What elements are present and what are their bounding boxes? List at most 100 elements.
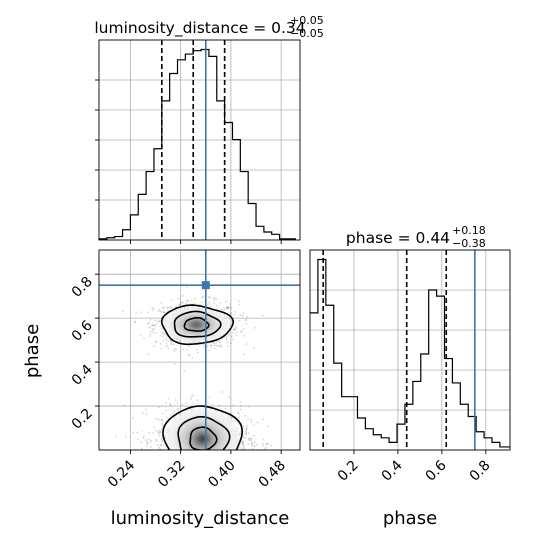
- scatter-point: [155, 341, 158, 343]
- scatter-point: [155, 429, 158, 432]
- scatter-point: [227, 306, 230, 309]
- scatter-point: [233, 328, 236, 331]
- scatter-point: [190, 299, 193, 302]
- scatter-ytick-label-1: 0.4: [69, 362, 96, 389]
- scatter-point: [134, 321, 137, 323]
- scatter-point: [247, 418, 250, 421]
- scatter-point: [152, 307, 155, 310]
- scatter-point: [165, 342, 168, 345]
- scatter-point: [238, 319, 241, 322]
- scatter-point: [254, 327, 256, 329]
- scatter-point: [151, 306, 154, 309]
- scatter-point: [181, 301, 183, 304]
- scatter-point: [262, 438, 265, 441]
- scatter-point: [232, 314, 235, 316]
- scatter-point: [155, 438, 157, 441]
- scatter-point: [169, 306, 172, 309]
- scatter-point: [238, 300, 241, 303]
- scatter-point: [137, 438, 140, 441]
- scatter-point: [169, 402, 172, 405]
- scatter-point: [212, 297, 215, 299]
- scatter-point: [242, 328, 245, 331]
- scatter-point: [214, 343, 217, 345]
- scatter-point: [175, 348, 178, 350]
- scatter-point: [235, 326, 238, 329]
- scatter-point: [242, 435, 245, 438]
- hist1-quantile-lines: [161, 40, 226, 240]
- scatter-point: [234, 328, 237, 331]
- scatter-point: [179, 303, 181, 306]
- scatter-point: [159, 310, 162, 313]
- scatter-point: [166, 344, 169, 347]
- hist2-xtick-label-1: 0.4: [379, 457, 406, 484]
- scatter-point: [209, 344, 212, 347]
- scatter-point: [159, 448, 162, 450]
- scatter-point: [181, 301, 184, 304]
- scatter-point: [155, 440, 158, 443]
- scatter-point: [216, 304, 218, 307]
- scatter-point: [158, 320, 161, 323]
- scatter-point: [174, 399, 177, 401]
- scatter-point: [267, 425, 269, 427]
- scatter-point: [159, 325, 162, 328]
- scatter-point: [225, 338, 228, 341]
- scatter-point: [123, 404, 126, 406]
- scatter-point: [227, 334, 230, 337]
- scatter-point: [245, 424, 248, 427]
- scatter-point: [255, 443, 258, 446]
- scatter-point: [157, 406, 160, 409]
- hist2-xtick-label-3: 0.8: [467, 458, 494, 485]
- scatter-point: [208, 296, 210, 299]
- scatter-truth-marker: [201, 281, 210, 290]
- scatter-point: [176, 408, 179, 410]
- scatter-point: [201, 296, 204, 299]
- hist2-title-main: phase = 0.44: [346, 229, 450, 247]
- scatter-point: [152, 329, 154, 332]
- scatter-point: [234, 327, 237, 330]
- scatter-point: [159, 342, 162, 345]
- scatter-point: [162, 330, 164, 333]
- scatter-point: [240, 408, 242, 411]
- scatter-point: [172, 412, 175, 415]
- scatter-xtick-label-1: 0.32: [155, 458, 188, 491]
- scatter-xtick-label-0: 0.24: [105, 457, 138, 490]
- scatter-point: [227, 307, 229, 310]
- scatter-frame: [98, 249, 301, 451]
- scatter-point: [157, 431, 159, 434]
- scatter-ytick-label-3: 0.8: [69, 274, 96, 301]
- scatter-point: [249, 439, 252, 442]
- contour-1-0: [189, 426, 218, 450]
- scatter-point: [122, 310, 124, 313]
- scatter-point: [164, 445, 167, 448]
- scatter-point: [246, 426, 249, 429]
- scatter-point: [160, 439, 163, 441]
- scatter-point: [244, 414, 247, 417]
- scatter-point: [220, 309, 222, 311]
- scatter-point: [212, 342, 215, 344]
- scatter-point: [177, 297, 180, 300]
- scatter-point: [230, 342, 232, 345]
- scatter-point: [240, 330, 243, 333]
- scatter-point: [250, 442, 253, 445]
- scatter-y-tick-labels: 0.2 0.4 0.6 0.8: [69, 274, 96, 433]
- scatter-point: [218, 404, 220, 407]
- hist2-quantile-lines: [322, 250, 448, 450]
- scatter-point: [183, 370, 186, 372]
- scatter-point: [196, 349, 198, 351]
- scatter-point: [242, 444, 245, 446]
- scatter-point: [246, 316, 249, 318]
- scatter-point: [228, 332, 230, 335]
- x-axis-label-luminosity-distance: luminosity_distance: [111, 508, 290, 529]
- scatter-point: [115, 435, 117, 438]
- scatter-point: [161, 328, 163, 330]
- scatter-point: [265, 443, 267, 445]
- scatter-point: [202, 295, 204, 298]
- scatter-point: [173, 350, 176, 353]
- scatter-point: [135, 312, 138, 314]
- scatter-point: [148, 431, 151, 434]
- scatter-point: [230, 307, 232, 310]
- scatter-point: [155, 340, 158, 343]
- scatter-point: [160, 444, 163, 446]
- scatter-point: [232, 331, 235, 334]
- scatter-point: [247, 443, 250, 445]
